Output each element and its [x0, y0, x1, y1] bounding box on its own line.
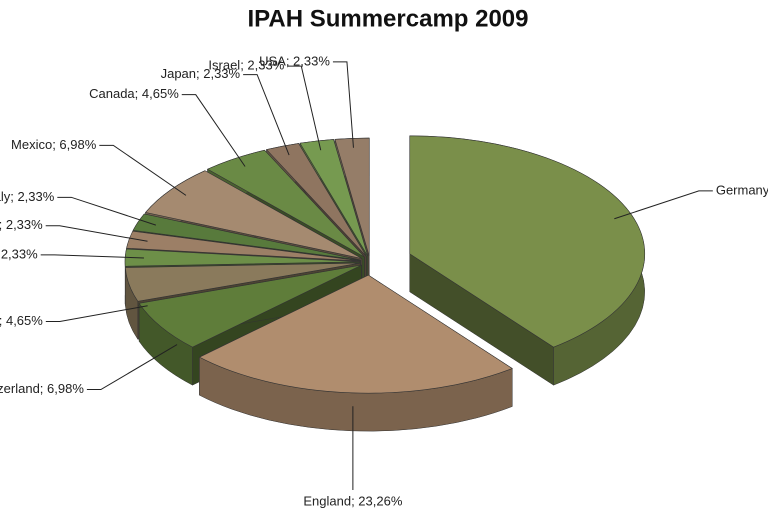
data-label: France; 4,65% [0, 313, 43, 328]
chart-title: IPAH Summercamp 2009 [247, 5, 528, 32]
pie-slice [410, 136, 645, 347]
data-label: Mexico; 6,98% [11, 137, 97, 152]
data-label: Switzerland; 6,98% [0, 381, 84, 396]
data-label: Spain; 2,33% [0, 246, 38, 261]
leader-line [287, 66, 320, 150]
data-label: USA; 2,33% [259, 53, 330, 68]
page: {"chart_data": {"type": "pie3d", "title"… [0, 0, 768, 512]
data-label: Denmark; 2,33% [0, 217, 43, 232]
data-label: Germany; 39,53% [716, 182, 768, 197]
data-label: Canada; 4,65% [89, 86, 179, 101]
leader-line [182, 95, 245, 167]
data-label: Italy; 2,33% [0, 189, 55, 204]
leader-line [333, 62, 354, 148]
leader-line [243, 75, 289, 155]
leader-line [99, 145, 186, 195]
data-label: England; 23,26% [303, 493, 402, 508]
chart: IPAH Summercamp 2009 Germany; 39,53% Engl… [0, 0, 768, 512]
